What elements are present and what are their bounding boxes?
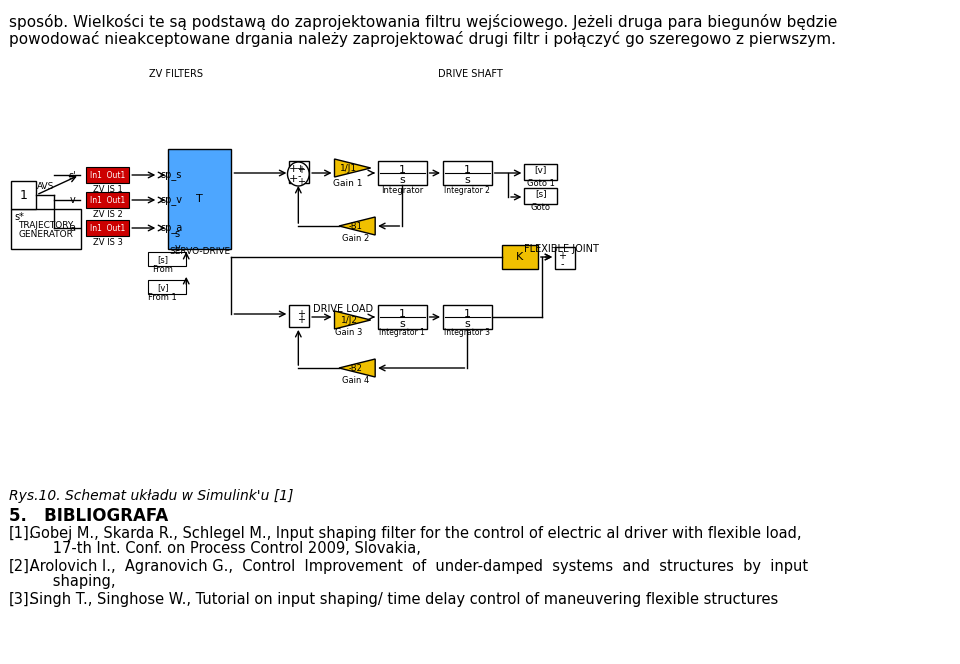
Text: sp_v: sp_v [160,195,182,205]
Bar [524,188,557,204]
Text: s: s [175,229,180,239]
Text: s: s [399,175,405,185]
Text: SERVO-DRIVE: SERVO-DRIVE [169,246,230,256]
Text: 1/J1: 1/J1 [341,163,357,173]
Bar [85,220,130,236]
Bar [85,192,130,208]
Text: DRIVE SHAFT: DRIVE SHAFT [438,69,502,79]
Text: Gain 3: Gain 3 [335,327,363,337]
Text: v: v [175,243,180,253]
Text: Integrator 3: Integrator 3 [444,327,491,337]
Polygon shape [339,359,375,377]
Text: T: T [197,194,204,204]
Text: s*: s* [14,212,24,222]
Text: In1  Out1: In1 Out1 [90,171,125,179]
Text: +: + [289,174,299,184]
Text: From: From [153,264,173,274]
Polygon shape [334,159,371,177]
Text: +: + [296,164,305,174]
Bar [168,149,231,249]
Text: [s]: [s] [157,256,168,264]
Text: +: + [298,165,305,175]
Text: powodować nieakceptowane drgania należy zaprojektować drugi filtr i połączyć go : powodować nieakceptowane drgania należy … [9,31,836,47]
Text: 1: 1 [19,189,28,201]
Text: FLEXIBLE JOINT: FLEXIBLE JOINT [524,244,599,254]
Text: a: a [69,223,75,233]
Polygon shape [334,311,371,329]
Text: +: + [298,177,305,187]
Circle shape [287,162,309,186]
Text: 1: 1 [398,165,406,175]
Text: 1: 1 [464,309,471,319]
Bar [289,161,309,183]
Bar [524,164,557,180]
Bar [11,209,82,249]
Text: Gain 2: Gain 2 [342,234,369,242]
Bar [443,305,492,329]
Text: shaping,: shaping, [25,574,116,589]
Text: From 1: From 1 [149,293,177,301]
Bar [555,247,575,269]
Text: Rys.10. Schemat układu w Simulink'u [1]: Rys.10. Schemat układu w Simulink'u [1] [9,489,294,503]
Text: ZV IS 3: ZV IS 3 [93,238,123,246]
Bar [378,305,426,329]
Text: +: + [298,315,305,325]
Bar [289,305,309,327]
Text: sp_a: sp_a [160,223,182,233]
Bar [11,181,36,209]
Text: ZV FILTERS: ZV FILTERS [150,69,204,79]
Text: 17-th Int. Conf. on Process Control 2009, Slovakia,: 17-th Int. Conf. on Process Control 2009… [25,541,421,556]
Text: Goto 1: Goto 1 [527,179,555,187]
Text: [v]: [v] [156,284,169,293]
Text: 1: 1 [398,309,406,319]
Text: -: - [298,171,300,181]
Text: Singh T., Singhose W., Tutorial on input shaping/ time delay control of maneuver: Singh T., Singhose W., Tutorial on input… [25,592,779,607]
Bar [443,161,492,185]
Text: Gobej M., Skarda R., Schlegel M., Input shaping filter for the control of electr: Gobej M., Skarda R., Schlegel M., Input … [25,526,802,541]
Text: [1].: [1]. [9,526,35,541]
Text: Gain 1: Gain 1 [333,179,363,187]
Text: DRIVE LOAD: DRIVE LOAD [314,304,373,314]
Text: ZV IS 2: ZV IS 2 [93,210,123,218]
Text: s': s' [68,171,76,181]
Text: [2].: [2]. [9,559,35,574]
Polygon shape [339,217,375,235]
Bar [502,245,538,269]
Text: +: + [289,164,299,174]
Text: +: + [559,251,566,261]
Text: 5.   BIBLIOGRAFA: 5. BIBLIOGRAFA [9,507,168,525]
Text: [s]: [s] [535,189,546,199]
Text: Arolovich I.,  Agranovich G.,  Control  Improvement  of  under-damped  systems  : Arolovich I., Agranovich G., Control Imp… [25,559,808,574]
Text: s: s [465,175,470,185]
Text: +: + [298,309,305,319]
Text: ZV IS 1: ZV IS 1 [93,185,123,193]
Text: GENERATOR: GENERATOR [18,230,74,238]
Text: Integrator 2: Integrator 2 [444,185,491,195]
Text: v: v [69,195,75,205]
Text: K: K [516,252,523,262]
Text: [3].: [3]. [9,592,35,607]
Text: AVS: AVS [37,181,55,191]
Text: TRAJECTORY: TRAJECTORY [18,220,74,230]
Text: 1: 1 [464,165,471,175]
Bar [148,280,186,294]
Bar [148,252,186,266]
Text: sp_s: sp_s [160,170,181,180]
Bar [378,161,426,185]
Text: sposób. Wielkości te są podstawą do zaprojektowania filtru wejściowego. Jeżeli d: sposób. Wielkości te są podstawą do zapr… [9,14,837,30]
Text: Integrator: Integrator [381,185,423,195]
Text: In1  Out1: In1 Out1 [90,195,125,205]
Text: Goto: Goto [531,203,551,212]
Bar [85,167,130,183]
Text: s: s [465,319,470,329]
Text: -B2: -B2 [348,363,362,373]
Text: Gain 4: Gain 4 [342,376,369,384]
Text: 1/J2: 1/J2 [341,315,357,325]
Text: [v]: [v] [535,165,547,175]
Text: Integrator 1: Integrator 1 [379,327,425,337]
Text: -B1: -B1 [348,222,362,230]
Text: -: - [561,259,564,269]
Text: s: s [399,319,405,329]
Text: In1  Out1: In1 Out1 [90,224,125,232]
